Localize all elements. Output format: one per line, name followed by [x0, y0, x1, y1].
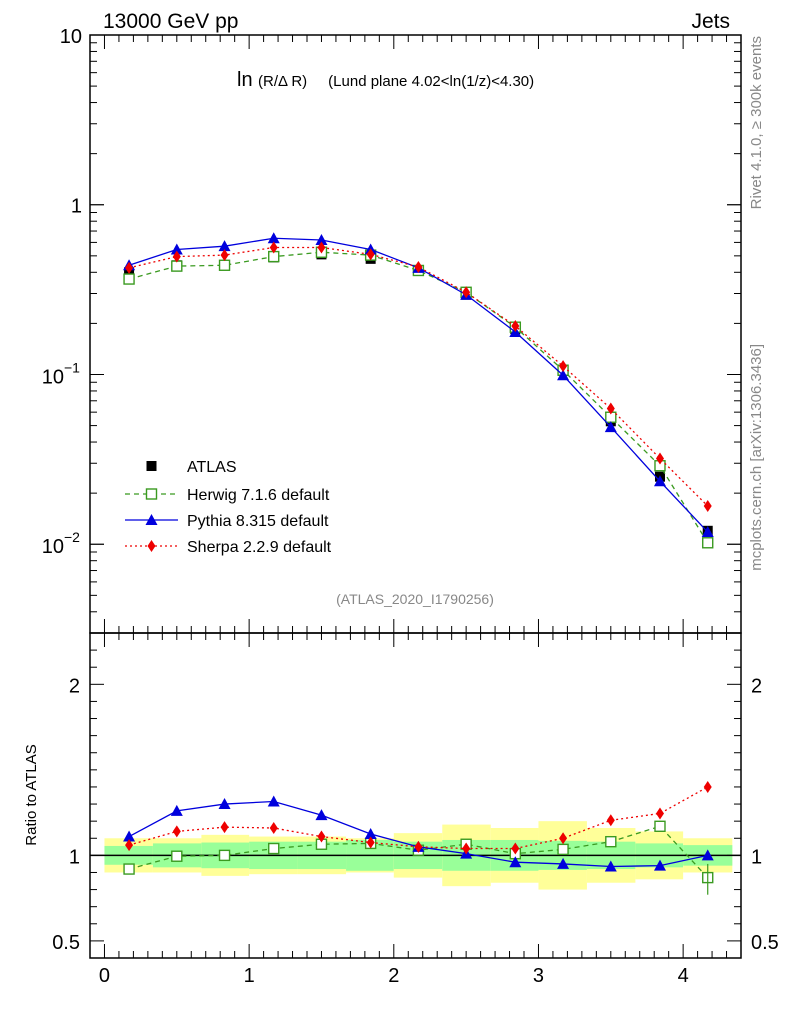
series-point-main [123, 273, 135, 285]
main-panel: ln (R/Δ R) (Lund plane 4.02<ln(1/z)<4.30… [42, 26, 742, 634]
x-tick-label: 2 [388, 965, 399, 987]
title-rest: (Lund plane 4.02<ln(1/z)<4.30) [324, 73, 534, 90]
ratio-panel: 2 2 1 1 0.5 0.5 Ratio to ATLAS [23, 632, 779, 959]
series-point-ratio [123, 830, 136, 842]
process-label: Jets [691, 10, 730, 33]
series-point-ratio [269, 822, 278, 834]
legend-marker [146, 461, 157, 471]
ratio-y-tick-label-right: 0.5 [751, 932, 779, 954]
series-point-main [317, 241, 326, 254]
analysis-label: (ATLAS_2020_I1790256) [336, 591, 494, 607]
legend-label: Sherpa 2.2.9 default [187, 539, 332, 556]
legend-marker [145, 514, 158, 525]
x-tick-label: 1 [244, 965, 255, 987]
series-point-ratio [315, 809, 328, 821]
energy-label: 13000 GeV pp [103, 10, 238, 33]
mcplots-label: mcplots.cern.ch [arXiv:1306.3436] [748, 344, 765, 571]
series-point-main [267, 232, 280, 244]
legend-label: Pythia 8.315 default [187, 513, 329, 530]
series-point-ratio [414, 840, 423, 853]
x-tick-label: 4 [678, 965, 689, 987]
ratio-y-tick-label: 2 [69, 675, 80, 697]
series-point-main [366, 248, 375, 261]
series-point-ratio [171, 850, 183, 862]
series-point-main [170, 243, 183, 255]
series-point-main [703, 499, 712, 512]
legend-marker [145, 488, 158, 500]
series-point-main [606, 402, 615, 415]
series-point-ratio [605, 835, 617, 848]
series-point-main [269, 241, 278, 254]
series-point-ratio [606, 814, 615, 827]
series-point-ratio [654, 820, 666, 832]
ratio-ylabel: Ratio to ATLAS [23, 744, 40, 845]
series-point-ratio [220, 821, 229, 834]
series-point-ratio [218, 798, 231, 810]
series-point-ratio [559, 832, 568, 845]
series-point-ratio [170, 804, 183, 816]
series-point-main [557, 369, 570, 381]
x-tick-label: 0 [99, 965, 110, 987]
y-tick-label: 1 [71, 196, 82, 218]
y-tick-label: 10 [60, 26, 82, 48]
series-point-ratio [511, 842, 520, 855]
legend-marker [147, 540, 156, 552]
series-point-ratio [604, 860, 617, 872]
series-point-main [604, 421, 617, 433]
series-point-main [315, 233, 328, 245]
rivet-label: Rivet 4.1.0, ≥ 300k events [748, 36, 765, 209]
legend-label: ATLAS [187, 459, 237, 476]
series-point-ratio [317, 830, 326, 843]
y-tick-label: 10 [42, 366, 64, 388]
series-point-ratio [268, 842, 280, 855]
y-tick-label: 10 [42, 536, 64, 558]
series-point-main [125, 261, 134, 274]
legend: ATLAS Herwig 7.1.6 default Pythia 8.315 de… [125, 459, 332, 556]
series-point-main [653, 475, 666, 487]
ratio-y-tick-label-right: 2 [751, 675, 762, 697]
series-point-ratio [557, 857, 570, 869]
x-tick-label: 3 [533, 965, 544, 987]
series-point-main [171, 260, 183, 272]
series-point-ratio [701, 849, 714, 861]
ratio-y-tick-label: 0.5 [52, 932, 80, 954]
series-point-ratio [366, 836, 375, 849]
series-point-ratio [123, 863, 135, 875]
ratio-frame [89, 632, 742, 959]
title-main: ln [237, 69, 253, 91]
series-point-main [702, 537, 714, 549]
series-point-ratio [172, 825, 181, 838]
ratio-y-tick-label: 1 [69, 846, 80, 868]
series-point-ratio [218, 849, 231, 862]
series-point-main [701, 526, 714, 538]
series-point-ratio [364, 827, 377, 839]
ratio-y-tick-label-right: 1 [751, 846, 762, 868]
series-point-main [414, 260, 423, 273]
series-point-main [511, 320, 520, 333]
legend-label: Herwig 7.1.6 default [187, 487, 330, 504]
series-point-main [172, 250, 181, 263]
series-point-main [218, 240, 231, 252]
series-point-ratio [655, 807, 664, 820]
series-point-ratio [125, 839, 134, 852]
series-point-main [462, 286, 471, 299]
series-point-ratio [653, 859, 666, 871]
series-point-ratio [509, 856, 522, 868]
series-point-ratio [267, 795, 280, 807]
series-point-ratio [557, 843, 569, 856]
series-point-main [655, 452, 664, 465]
series-point-main [559, 360, 568, 373]
y-tick-exponent: −2 [64, 529, 80, 545]
series-point-ratio [462, 842, 471, 855]
series-point-main [220, 249, 229, 262]
series-point-main [218, 259, 231, 271]
title-small: (R/Δ R) [258, 73, 307, 90]
y-tick-exponent: −1 [64, 359, 80, 375]
